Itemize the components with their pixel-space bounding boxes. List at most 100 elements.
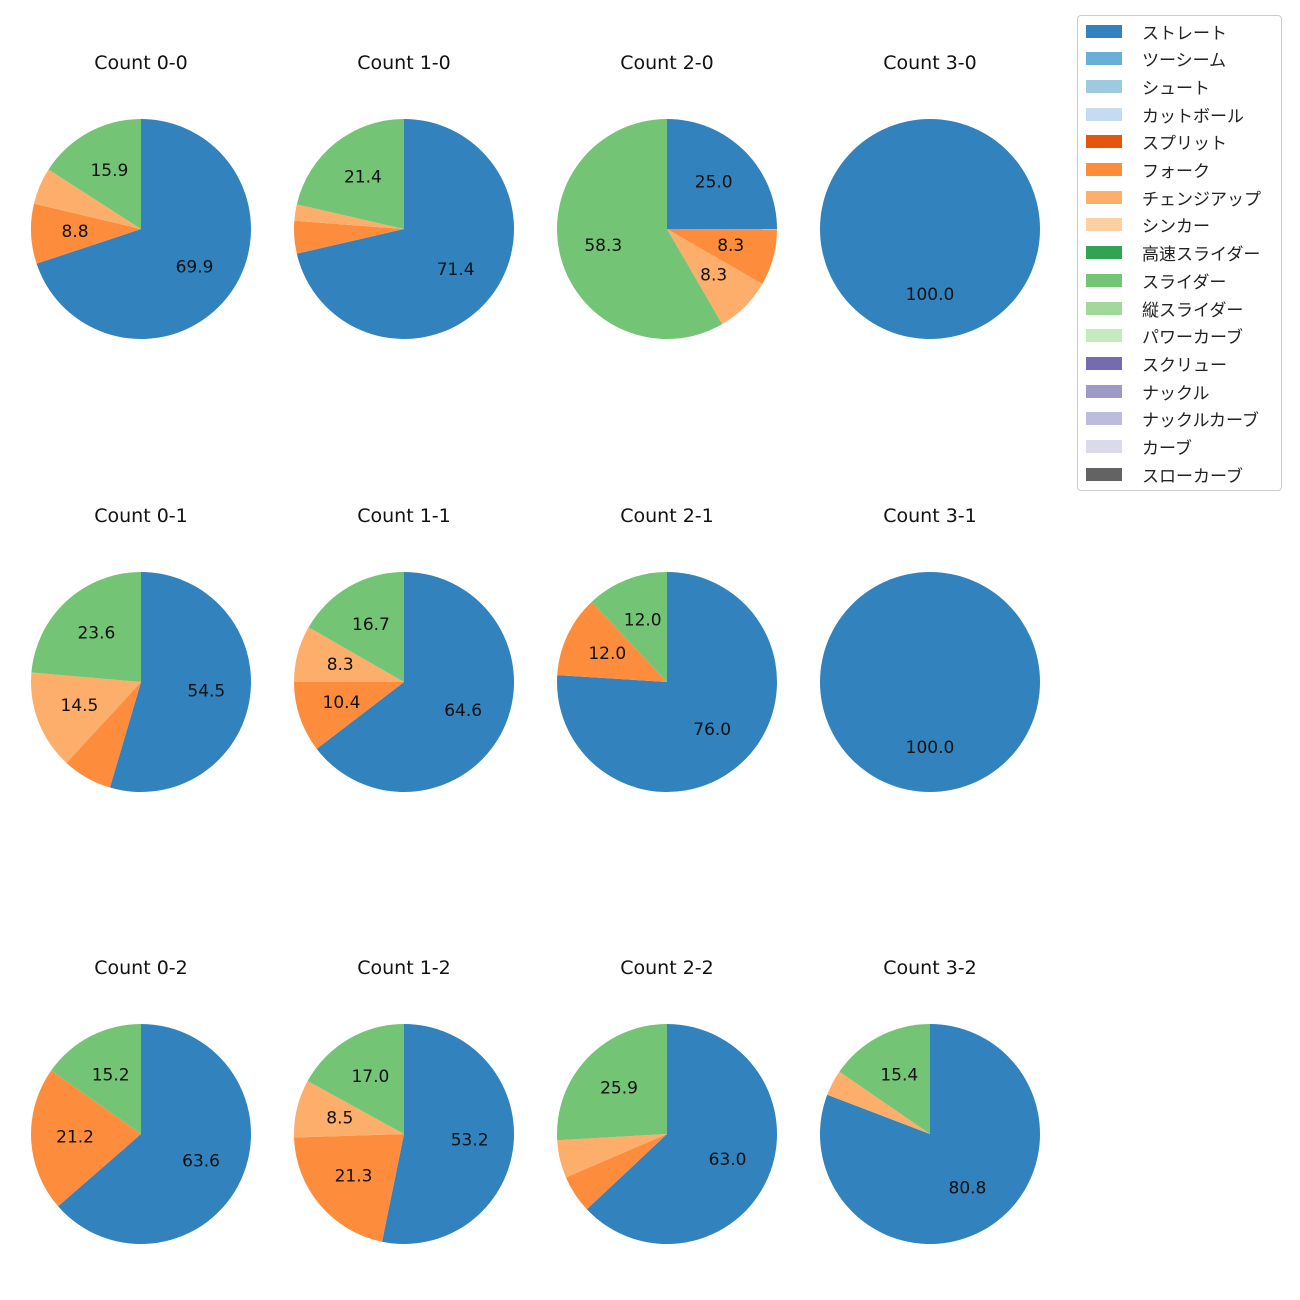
- slice-label: 53.2: [451, 1131, 489, 1151]
- legend-item: シンカー: [1086, 215, 1210, 238]
- legend-item: チェンジアップ: [1086, 187, 1261, 210]
- pie-slice: [827, 1071, 930, 1134]
- legend-item: カーブ: [1086, 437, 1192, 459]
- pie-slice: [30, 1070, 141, 1207]
- pie-slice: [294, 1081, 404, 1138]
- slice-label: 64.6: [444, 701, 482, 721]
- legend-swatch: [1086, 246, 1122, 260]
- pie-panel: Count 3-1 100.0: [820, 505, 1040, 792]
- pie-slice: [839, 1023, 930, 1134]
- legend-label: スローカーブ: [1142, 466, 1243, 487]
- legend-item: ナックルカーブ: [1086, 409, 1259, 431]
- legend-swatch: [1086, 467, 1122, 481]
- slice-label: 8.5: [326, 1109, 353, 1129]
- pie-slice: [591, 572, 667, 682]
- slice-label: 16.7: [352, 615, 390, 635]
- pie-title: Count 2-1: [620, 505, 714, 527]
- pie-slice: [31, 572, 141, 682]
- pie-slice: [30, 203, 141, 264]
- legend-label: チェンジアップ: [1142, 189, 1261, 210]
- legend-item: フォーク: [1086, 160, 1210, 182]
- slice-label: 21.2: [56, 1127, 94, 1147]
- pie-slice: [820, 119, 1040, 339]
- pie-panel: Count 0-1 54.5 14.5 23.6: [31, 505, 252, 792]
- legend-label: カーブ: [1142, 439, 1192, 459]
- legend-label: カットボール: [1142, 106, 1244, 127]
- legend-item: ストレート: [1086, 21, 1227, 44]
- pie-slice: [294, 682, 404, 749]
- legend-label: スクリュー: [1142, 355, 1227, 376]
- pie-slice: [667, 229, 763, 325]
- slice-label: 8.3: [717, 236, 744, 256]
- pie-slice: [294, 204, 404, 229]
- pie-title: Count 2-0: [620, 52, 714, 74]
- legend-label: ツーシーム: [1142, 51, 1227, 72]
- legend-label: シンカー: [1142, 217, 1210, 238]
- pie-title: Count 0-0: [94, 52, 188, 74]
- pie-panel: Count 1-2 53.2 21.3 8.5 17.0: [294, 957, 515, 1244]
- pie-slice: [557, 1024, 667, 1141]
- legend-item: スローカーブ: [1086, 464, 1243, 487]
- slice-label: 14.5: [61, 696, 99, 716]
- pie-slice: [296, 119, 404, 229]
- pie-title: Count 3-1: [883, 505, 977, 527]
- legend-item: ツーシーム: [1086, 49, 1227, 72]
- pie-slice: [33, 169, 141, 229]
- slice-label: 54.5: [187, 681, 225, 701]
- slice-label: 21.3: [335, 1167, 373, 1187]
- pie-panel: Count 3-0 100.0: [820, 52, 1040, 339]
- slice-label: 17.0: [351, 1067, 389, 1087]
- slice-label: 8.3: [327, 655, 354, 675]
- legend-item: パワーカーブ: [1086, 326, 1243, 348]
- pie-title: Count 2-2: [620, 957, 714, 979]
- legend-swatch: [1086, 190, 1122, 204]
- legend-swatch: [1086, 79, 1122, 93]
- slice-label: 23.6: [77, 623, 115, 643]
- pie-panel: Count 1-0 71.4 21.4: [294, 52, 514, 339]
- pie-slice: [316, 572, 514, 792]
- slice-label: 71.4: [437, 260, 475, 280]
- pie-slice: [586, 1024, 777, 1244]
- legend-label: 縦スライダー: [1142, 300, 1244, 321]
- legend-item: 高速スライダー: [1086, 243, 1261, 266]
- legend-swatch: [1086, 273, 1122, 287]
- slice-label: 63.0: [709, 1150, 747, 1170]
- legend-swatch: [1086, 329, 1122, 343]
- legend-swatch: [1086, 384, 1122, 398]
- pie-slice: [820, 572, 1040, 792]
- legend-swatch: [1086, 135, 1122, 149]
- legend-item: スクリュー: [1086, 353, 1227, 376]
- legend-label: フォーク: [1142, 162, 1210, 182]
- pie-title: Count 0-1: [94, 505, 188, 527]
- pie-slice: [109, 572, 252, 792]
- legend-label: 高速スライダー: [1142, 245, 1261, 266]
- pie-slice: [51, 1024, 141, 1134]
- legend-swatch: [1086, 356, 1122, 370]
- legend-swatch: [1086, 107, 1122, 121]
- slice-label: 100.0: [906, 285, 955, 305]
- slice-label: 15.4: [880, 1066, 918, 1086]
- pie-panel: Count 0-0 69.9 8.8 15.9: [30, 52, 252, 339]
- legend-item: スプリット: [1086, 132, 1227, 155]
- slice-label: 12.0: [588, 644, 626, 664]
- slice-label: 25.9: [600, 1079, 638, 1099]
- legend-label: ナックル: [1142, 383, 1210, 404]
- slice-label: 15.2: [92, 1065, 130, 1085]
- pie-slice: [307, 1024, 404, 1134]
- legend-swatch: [1086, 24, 1122, 38]
- pie-title: Count 1-2: [357, 957, 451, 979]
- pie-panel: Count 1-1 64.6 10.4 8.3 16.7: [294, 505, 514, 792]
- legend-swatch: [1086, 301, 1122, 315]
- slice-label: 25.0: [695, 172, 733, 192]
- legend-label: ストレート: [1142, 23, 1227, 44]
- slice-label: 15.9: [90, 161, 128, 181]
- legend-item: シュート: [1086, 76, 1210, 99]
- pie-panel: Count 3-2 80.8 15.4: [820, 957, 1040, 1244]
- pie-panel: Count 2-0 25.0 8.3 8.3 58.3: [557, 52, 777, 340]
- legend-label: スプリット: [1142, 134, 1227, 155]
- legend-swatch: [1086, 440, 1122, 453]
- pie-slice: [557, 119, 723, 340]
- legend-swatch: [1086, 163, 1122, 176]
- pie-slice: [48, 119, 142, 229]
- legend-item: 縦スライダー: [1086, 298, 1244, 321]
